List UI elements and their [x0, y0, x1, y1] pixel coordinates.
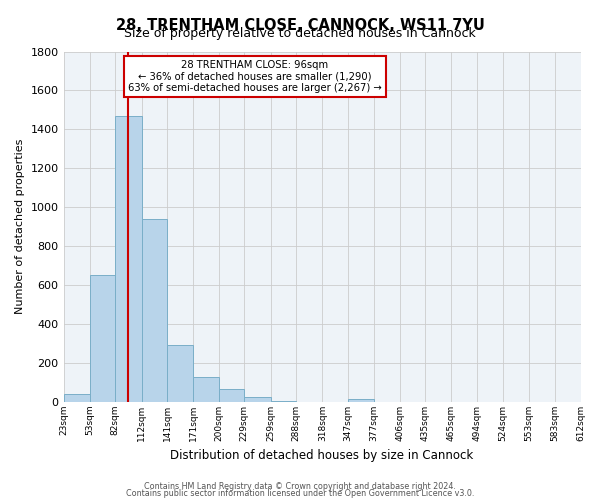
Bar: [271, 401, 296, 402]
Bar: [142, 219, 167, 402]
Text: Contains HM Land Registry data © Crown copyright and database right 2024.: Contains HM Land Registry data © Crown c…: [144, 482, 456, 491]
Bar: [219, 390, 244, 402]
Bar: [64, 394, 90, 402]
Text: 28 TRENTHAM CLOSE: 96sqm
← 36% of detached houses are smaller (1,290)
63% of sem: 28 TRENTHAM CLOSE: 96sqm ← 36% of detach…: [128, 60, 382, 94]
Bar: [244, 397, 271, 402]
Text: Contains public sector information licensed under the Open Government Licence v3: Contains public sector information licen…: [126, 489, 474, 498]
Y-axis label: Number of detached properties: Number of detached properties: [15, 139, 25, 314]
Text: Size of property relative to detached houses in Cannock: Size of property relative to detached ho…: [124, 28, 476, 40]
Bar: [348, 399, 374, 402]
Text: 28, TRENTHAM CLOSE, CANNOCK, WS11 7YU: 28, TRENTHAM CLOSE, CANNOCK, WS11 7YU: [116, 18, 484, 32]
Bar: [167, 344, 193, 402]
Bar: [193, 376, 219, 402]
X-axis label: Distribution of detached houses by size in Cannock: Distribution of detached houses by size …: [170, 450, 473, 462]
Bar: [115, 116, 142, 402]
Bar: [90, 276, 115, 402]
